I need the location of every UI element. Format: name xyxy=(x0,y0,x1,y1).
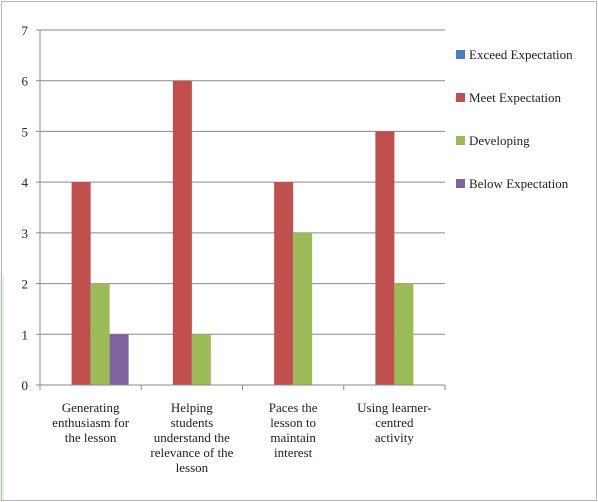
legend-swatch xyxy=(456,179,465,188)
legend-label: Meet Expectation xyxy=(469,90,562,105)
bar-meet-expectation xyxy=(375,131,395,385)
legend-label: Below Expectation xyxy=(469,176,569,191)
x-axis-labels: Generating enthusiasm for the lesson Helpin… xyxy=(52,400,431,475)
y-tick-label: 4 xyxy=(22,175,29,190)
y-tick-label: 3 xyxy=(22,226,29,241)
bar-developing xyxy=(191,334,211,385)
y-tick-label: 6 xyxy=(22,74,29,89)
legend-label: Exceed Expectation xyxy=(469,47,573,62)
legend-swatch xyxy=(456,93,465,102)
bars xyxy=(71,80,414,385)
bar-developing xyxy=(90,283,110,385)
legend-swatch xyxy=(456,136,465,145)
y-tick-label: 5 xyxy=(22,124,29,139)
x-tick-label: Helping students understand the relevance o… xyxy=(150,400,233,475)
y-tick-label: 0 xyxy=(22,378,29,393)
x-tick-label: Paces the lesson to maintain interest xyxy=(269,400,318,460)
legend: Exceed Expectation Meet Expectation Develo… xyxy=(456,47,573,191)
y-tick-label: 2 xyxy=(22,277,29,292)
y-axis-ticks: 0 1 2 3 4 5 6 7 xyxy=(22,23,40,393)
y-tick-label: 1 xyxy=(22,327,29,342)
bar-meet-expectation xyxy=(172,80,192,385)
bar-meet-expectation xyxy=(274,182,294,385)
bar-meet-expectation xyxy=(71,182,91,385)
legend-label: Developing xyxy=(469,133,530,148)
axes xyxy=(39,30,446,390)
bar-below-expectation xyxy=(109,334,129,385)
bar-developing xyxy=(293,232,313,385)
y-tick-label: 7 xyxy=(22,23,29,38)
bar-developing xyxy=(394,283,414,385)
x-tick-label: Generating enthusiasm for the lesson xyxy=(52,400,130,445)
x-tick-label: Using learner-centred activity xyxy=(357,400,431,445)
legend-swatch xyxy=(456,50,465,59)
